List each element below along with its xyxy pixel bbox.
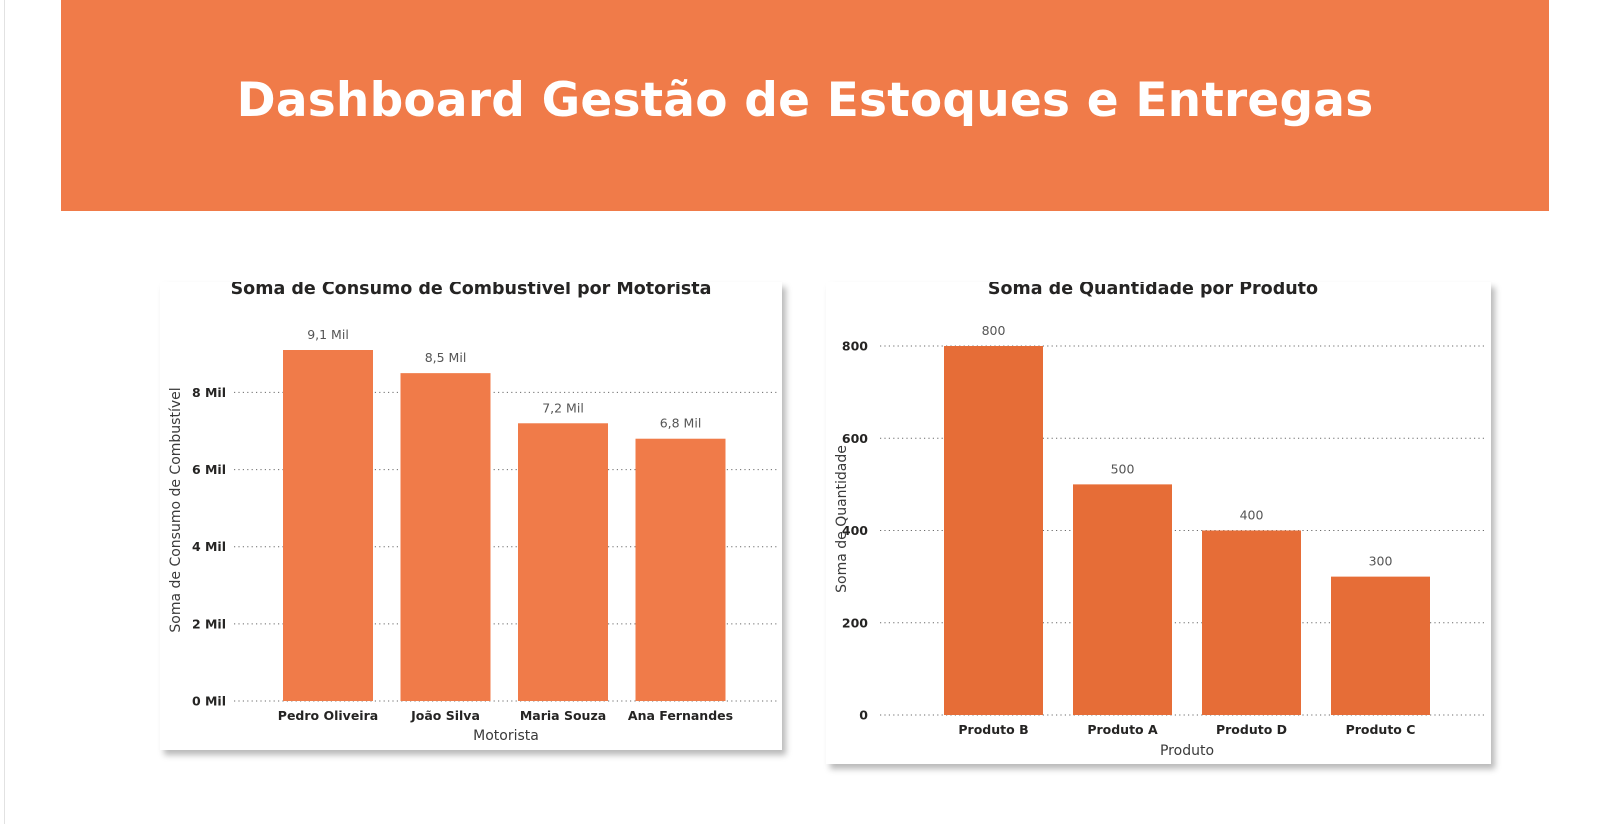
y-tick-label: 8 Mil — [192, 385, 226, 400]
y-axis-title: Soma de Quantidade — [834, 445, 850, 593]
bar-maria-souza[interactable] — [518, 423, 608, 701]
bar-produto-b[interactable] — [944, 346, 1043, 715]
fuel-consumption-chart-card[interactable]: Soma de Consumo de Combustível por Motor… — [160, 282, 782, 750]
x-axis-title: Produto — [1160, 743, 1214, 759]
dashboard-title: Dashboard Gestão de Estoques e Entregas — [236, 73, 1374, 128]
y-tick-label: 600 — [842, 431, 868, 446]
data-label-produto-d: 400 — [1240, 508, 1264, 523]
bar-produto-c[interactable] — [1331, 576, 1430, 715]
data-label-produto-a: 500 — [1111, 461, 1135, 476]
y-tick-label: 800 — [842, 339, 868, 354]
y-tick-label: 6 Mil — [192, 462, 226, 477]
bar-produto-a[interactable] — [1073, 484, 1172, 715]
y-tick-label: 0 — [859, 708, 868, 723]
data-label-produto-c: 300 — [1369, 554, 1393, 569]
bar-produto-d[interactable] — [1202, 530, 1301, 716]
chart-title: Soma de Consumo de Combustível por Motor… — [231, 282, 712, 299]
x-tick-label-joao-silva: João Silva — [410, 708, 480, 723]
data-label-maria-souza: 7,2 Mil — [542, 400, 584, 415]
chart-title: Soma de Quantidade por Produto — [988, 282, 1318, 299]
x-tick-label-produto-a: Produto A — [1087, 722, 1158, 737]
page-left-border — [4, 0, 5, 824]
y-axis-title: Soma de Consumo de Combustível — [168, 387, 184, 632]
quantity-by-product-chart-card[interactable]: Soma de Quantidade por Produto 0 200 400 600… — [826, 282, 1491, 764]
y-tick-label: 400 — [842, 523, 868, 538]
data-label-joao-silva: 8,5 Mil — [425, 350, 467, 365]
y-tick-label: 0 Mil — [192, 694, 226, 709]
dashboard-header: Dashboard Gestão de Estoques e Entregas — [61, 0, 1549, 211]
data-label-ana-fernandes: 6,8 Mil — [660, 416, 702, 431]
y-tick-label: 2 Mil — [192, 616, 226, 631]
bar-ana-fernandes[interactable] — [635, 438, 726, 701]
x-tick-label-maria-souza: Maria Souza — [520, 708, 606, 723]
data-label-produto-b: 800 — [982, 323, 1006, 338]
bar-pedro-oliveira[interactable] — [283, 350, 373, 701]
quantity-by-product-chart: Soma de Quantidade por Produto 0 200 400 600… — [834, 282, 1487, 759]
y-tick-label: 200 — [842, 615, 868, 630]
fuel-consumption-chart: Soma de Consumo de Combustível por Motor… — [168, 282, 778, 744]
x-tick-label-produto-b: Produto B — [958, 722, 1028, 737]
x-axis-title: Motorista — [473, 728, 539, 744]
x-tick-label-ana-fernandes: Ana Fernandes — [628, 708, 733, 723]
y-tick-label: 4 Mil — [192, 539, 226, 554]
data-label-pedro-oliveira: 9,1 Mil — [307, 327, 349, 342]
x-tick-label-produto-d: Produto D — [1216, 722, 1287, 737]
x-tick-label-pedro-oliveira: Pedro Oliveira — [278, 708, 378, 723]
bar-joao-silva[interactable] — [400, 373, 491, 701]
x-tick-label-produto-c: Produto C — [1346, 722, 1416, 737]
